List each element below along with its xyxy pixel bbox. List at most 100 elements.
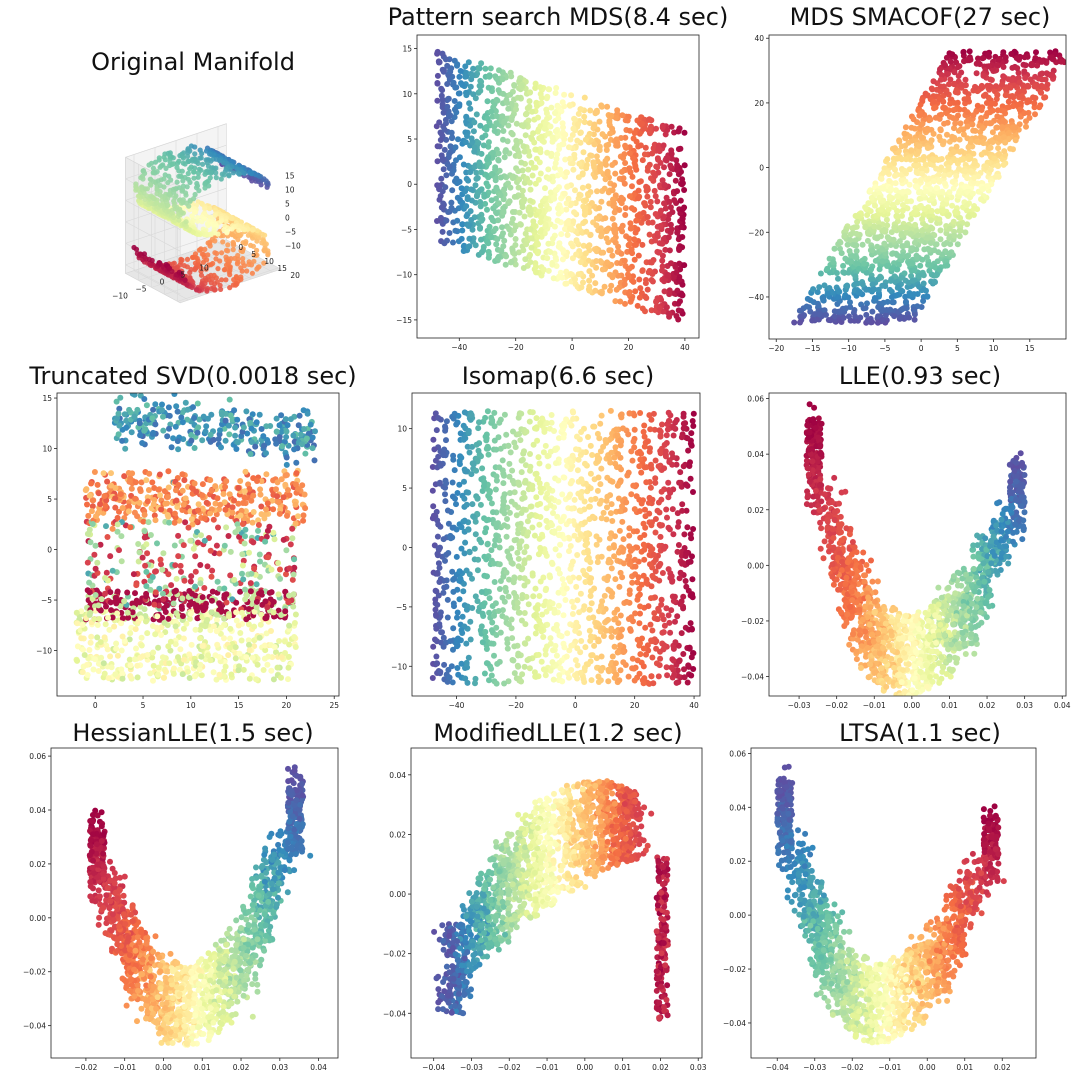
scatter-point xyxy=(593,248,600,255)
scatter-point xyxy=(891,224,898,231)
scatter-point xyxy=(941,120,948,127)
scatter-point xyxy=(1049,71,1056,78)
scatter-point xyxy=(879,316,886,323)
scatter-point xyxy=(465,243,472,250)
scatter-point xyxy=(598,198,605,205)
scatter-point xyxy=(942,62,948,69)
scatter-point xyxy=(1000,134,1007,141)
scatter-point xyxy=(215,524,221,531)
x-tick-label: 10 xyxy=(989,344,999,353)
scatter-point xyxy=(944,262,951,269)
scatter-point xyxy=(141,251,147,257)
scatter-point xyxy=(439,228,446,235)
scatter-point xyxy=(872,202,878,209)
grid-line xyxy=(125,200,181,230)
scatter-point xyxy=(840,262,847,269)
scatter-point xyxy=(889,201,896,208)
scatter-point xyxy=(991,155,998,162)
scatter-point xyxy=(817,270,824,277)
scatter-point xyxy=(649,150,656,157)
scatter-point xyxy=(593,258,600,264)
scatter-point xyxy=(446,113,452,120)
scatter-point xyxy=(930,178,937,185)
scatter-point xyxy=(608,282,615,289)
scatter-point xyxy=(928,85,935,92)
scatter-point xyxy=(935,171,942,178)
scatter-point xyxy=(567,271,574,277)
scatter-point xyxy=(840,269,847,276)
axis-tick-label: 0 xyxy=(238,243,243,252)
scatter-point xyxy=(831,245,838,252)
scatter-point xyxy=(225,533,232,539)
scatter-point xyxy=(937,227,944,234)
scatter-point xyxy=(168,582,175,589)
scatter-point xyxy=(887,277,894,284)
scatter-point xyxy=(497,192,504,199)
original-points xyxy=(131,143,271,294)
scatter-point xyxy=(820,296,827,303)
scatter-point xyxy=(1026,98,1033,105)
scatter-point xyxy=(979,84,986,91)
scatter-point xyxy=(936,133,943,140)
scatter-point xyxy=(861,260,868,267)
scatter-point xyxy=(438,204,445,211)
scatter-point xyxy=(225,242,231,248)
scatter-point xyxy=(911,267,918,274)
scatter-point xyxy=(471,119,478,126)
scatter-point xyxy=(980,72,987,79)
scatter-point xyxy=(1048,54,1055,61)
scatter-point xyxy=(1043,70,1050,77)
scatter-point xyxy=(565,195,572,202)
scatter-point xyxy=(514,146,521,153)
scatter-point xyxy=(569,132,576,138)
scatter-point xyxy=(484,98,491,105)
scatter-point xyxy=(184,264,190,270)
scatter-point xyxy=(242,227,248,233)
scatter-point xyxy=(526,204,533,211)
scatter-point xyxy=(568,92,575,99)
scatter-point xyxy=(175,532,182,539)
scatter-point xyxy=(893,278,899,285)
scatter-point xyxy=(466,100,473,107)
scatter-point xyxy=(231,242,237,248)
scatter-point xyxy=(910,116,917,123)
scatter-point xyxy=(229,215,235,222)
scatter-point xyxy=(641,151,648,158)
scatter-point xyxy=(994,124,1001,131)
scatter-point xyxy=(962,168,969,175)
scatter-point xyxy=(175,160,181,166)
scatter-point xyxy=(165,202,171,208)
scatter-point xyxy=(150,165,156,171)
scatter-point xyxy=(504,99,510,106)
scatter-point xyxy=(993,83,999,90)
scatter-point xyxy=(950,107,957,114)
scatter-point xyxy=(884,156,891,163)
scatter-point xyxy=(912,157,919,164)
scatter-point xyxy=(954,241,961,248)
scatter-point xyxy=(609,252,616,259)
scatter-point xyxy=(864,237,871,244)
scatter-point xyxy=(941,105,948,111)
scatter-point xyxy=(659,257,666,264)
scatter-point xyxy=(457,68,464,74)
scatter-point xyxy=(528,235,535,242)
scatter-point xyxy=(239,248,246,255)
scatter-point xyxy=(551,195,558,202)
scatter-point xyxy=(456,103,463,109)
scatter-point xyxy=(880,226,887,233)
scatter-point xyxy=(521,213,528,220)
scatter-point xyxy=(520,265,527,271)
scatter-point xyxy=(180,178,186,184)
scatter-point xyxy=(1023,118,1029,125)
scatter-point xyxy=(932,114,939,121)
scatter-point xyxy=(533,269,539,276)
scatter-point xyxy=(599,266,606,273)
scatter-point xyxy=(659,124,666,131)
scatter-point xyxy=(550,275,557,282)
scatter-point xyxy=(597,168,604,175)
scatter-point xyxy=(222,663,229,670)
scatter-point xyxy=(160,427,167,434)
scatter-point xyxy=(171,214,177,221)
scatter-point xyxy=(803,303,810,310)
scatter-point xyxy=(480,142,487,149)
